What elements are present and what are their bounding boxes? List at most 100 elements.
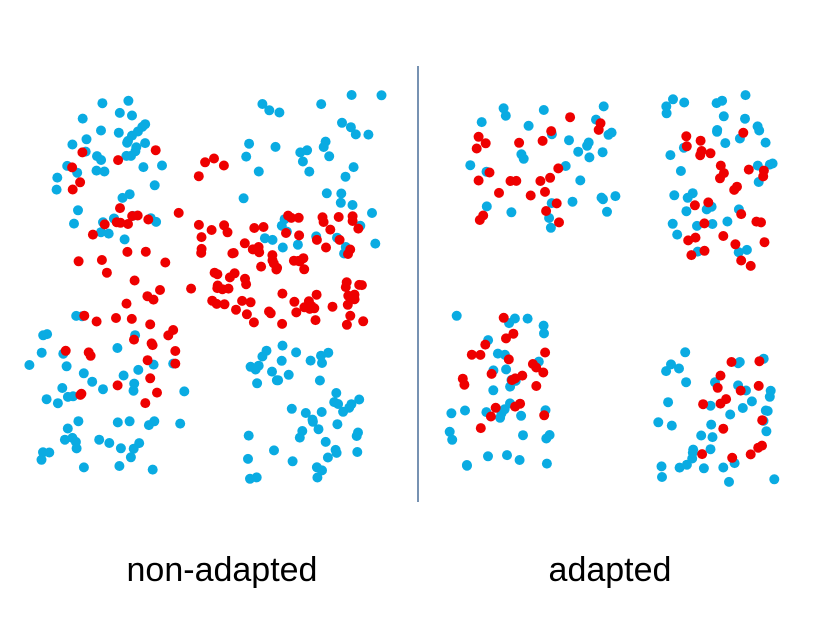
adapted-label: adapted [548, 551, 672, 589]
blue-point [674, 363, 684, 374]
red-point [686, 250, 697, 261]
blue-point [688, 444, 699, 455]
blue-point [316, 350, 326, 361]
blue-point [92, 151, 102, 162]
blue-point [483, 451, 493, 462]
blue-point [115, 443, 126, 454]
blue-point [244, 138, 255, 149]
blue-point [706, 419, 717, 430]
red-point [342, 299, 353, 310]
blue-point [707, 219, 718, 229]
red-point [129, 334, 139, 345]
red-point [703, 197, 714, 208]
blue-point [286, 403, 297, 414]
red-point [291, 307, 302, 318]
blue-point [657, 472, 667, 482]
red-point [466, 349, 477, 360]
blue-point [498, 103, 509, 114]
red-point [129, 275, 140, 286]
non-adapted-label: non-adapted [126, 551, 318, 589]
blue-point [98, 384, 108, 395]
blue-point [238, 193, 249, 204]
blue-point [481, 201, 492, 212]
blue-point [680, 347, 691, 358]
blue-point [157, 160, 167, 171]
blue-point [241, 151, 252, 162]
blue-point [539, 328, 549, 339]
blue-point [656, 461, 667, 472]
blue-point [765, 385, 776, 396]
red-point [168, 325, 179, 335]
blue-point [114, 461, 125, 471]
blue-point [720, 138, 731, 149]
blue-point [367, 208, 377, 218]
red-point [538, 367, 549, 378]
red-point [294, 256, 305, 267]
blue-point [495, 412, 506, 423]
red-point [286, 212, 297, 223]
red-point [239, 238, 250, 249]
red-point [237, 295, 248, 306]
blue-point [291, 347, 302, 358]
red-point [595, 118, 606, 129]
red-point [715, 370, 726, 381]
red-point [480, 339, 491, 350]
red-point [321, 242, 331, 253]
blue-point [541, 458, 552, 469]
red-point [758, 165, 769, 176]
blue-point [140, 138, 151, 149]
blue-point [67, 139, 78, 150]
blue-point [665, 150, 676, 161]
blue-point [353, 427, 363, 438]
red-point [206, 225, 217, 235]
blue-point [317, 358, 327, 368]
red-point [514, 137, 525, 148]
red-point [277, 318, 288, 329]
blue-point [584, 152, 595, 163]
red-point [540, 186, 550, 197]
blue-point [312, 472, 323, 483]
blue-point [277, 242, 288, 253]
red-point [510, 401, 521, 412]
blue-point [733, 247, 744, 258]
red-point [553, 163, 564, 174]
blue-point [73, 205, 83, 216]
blue-point [352, 447, 363, 457]
blue-point [253, 166, 264, 177]
red-point [501, 333, 511, 344]
red-point [745, 449, 756, 460]
red-point [79, 310, 90, 321]
red-point [356, 280, 367, 291]
blue-point [668, 94, 678, 105]
red-point [343, 249, 353, 259]
blue-point [69, 218, 79, 229]
blue-point [114, 107, 125, 118]
blue-point [332, 419, 343, 430]
blue-point [669, 190, 680, 201]
blue-point [541, 433, 552, 444]
red-point [303, 296, 314, 307]
red-point [757, 415, 768, 426]
blue-point [597, 147, 608, 158]
blue-point [598, 101, 609, 112]
red-point [554, 217, 564, 228]
blue-point [113, 127, 124, 138]
red-point [126, 313, 137, 324]
red-point [327, 301, 338, 312]
blue-point [767, 158, 778, 169]
blue-point [320, 436, 331, 447]
blue-point [264, 105, 275, 116]
blue-point [250, 364, 261, 375]
red-point [289, 296, 300, 307]
blue-point [322, 452, 333, 463]
blue-point [465, 160, 476, 171]
blue-point [270, 141, 281, 152]
red-point [503, 354, 514, 365]
red-point [281, 228, 291, 238]
red-point [727, 452, 738, 463]
blue-point [545, 222, 556, 233]
adapted-scatter [444, 90, 780, 487]
red-point [546, 126, 557, 137]
red-point [475, 349, 486, 360]
blue-point [277, 340, 288, 351]
